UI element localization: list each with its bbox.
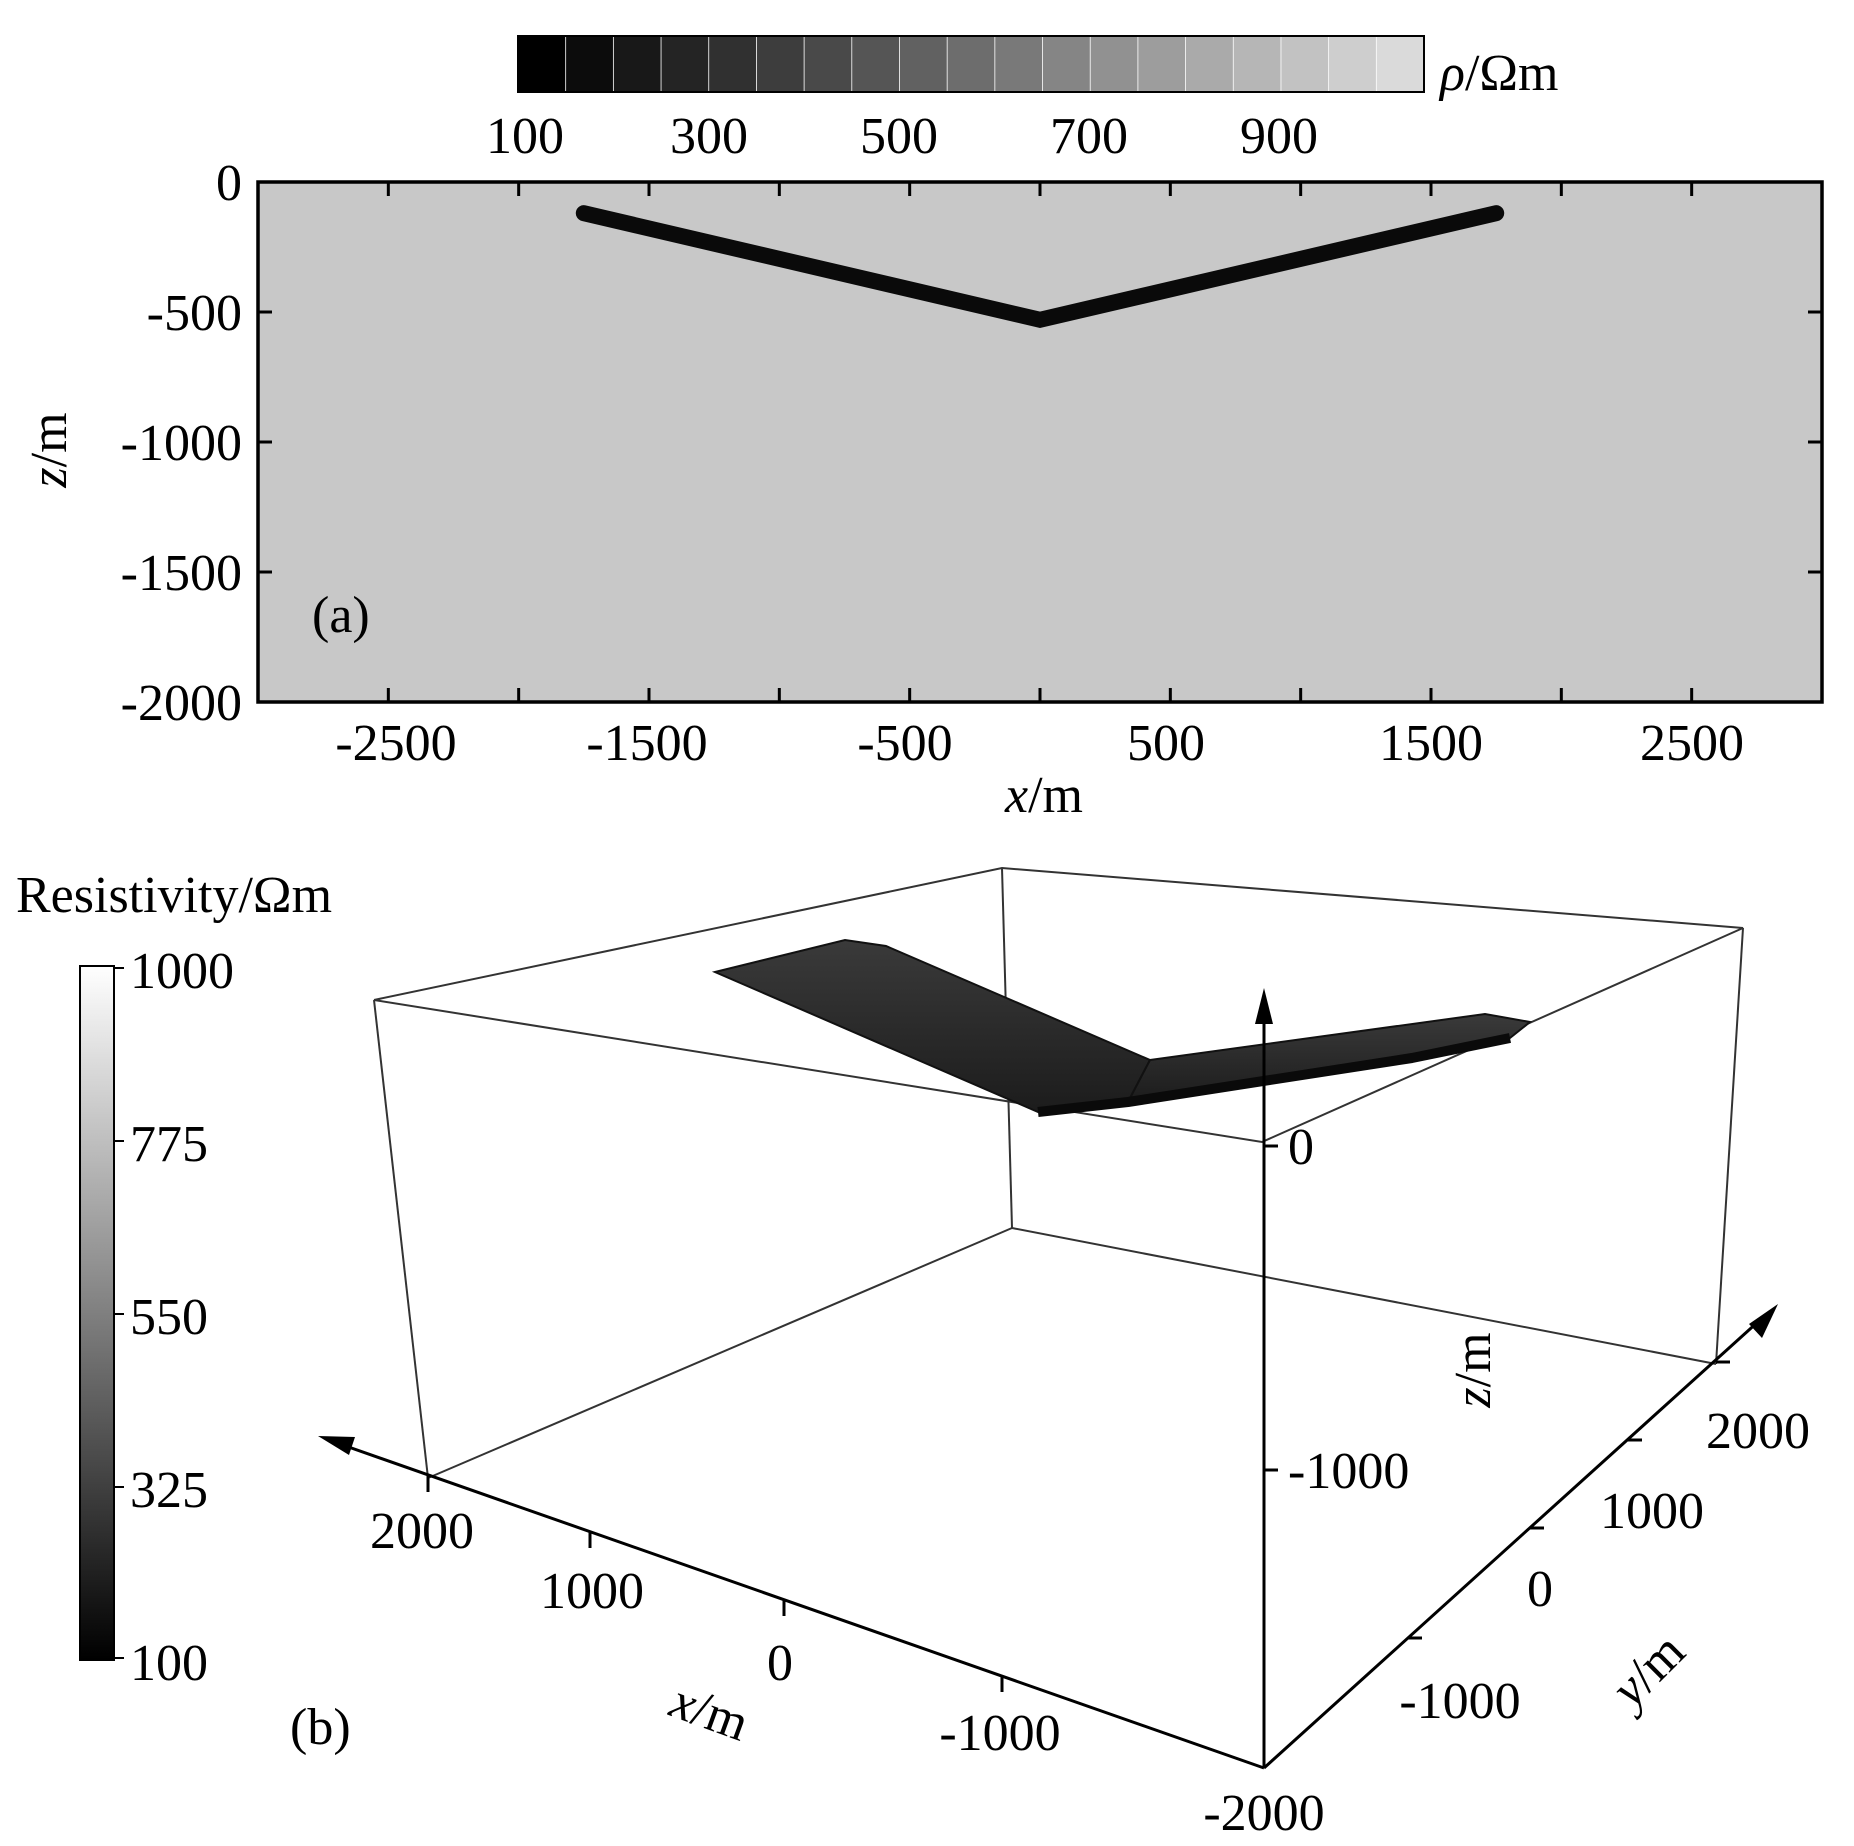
colorbar-a-cells xyxy=(517,35,1425,93)
x-tick-label: -2500 xyxy=(335,715,456,772)
colorbar-b-tick-label: 100 xyxy=(130,1635,208,1692)
z-tick-label: -1000 xyxy=(121,415,242,472)
v-plate-edge xyxy=(1037,1033,1511,1117)
plot-a-frame xyxy=(256,180,1824,704)
box-edge xyxy=(1715,927,1744,1365)
colorbar-a-cell xyxy=(1185,35,1235,93)
x-tick-label-3d: 1000 xyxy=(540,1563,644,1620)
colorbar-b-ramp xyxy=(79,965,115,1661)
colorbar-a-tick-label: 500 xyxy=(860,108,938,165)
colorbar-a-cell xyxy=(756,35,806,93)
z-tick-label-3d: -1000 xyxy=(1288,1443,1409,1500)
colorbar-b-tick-label: 325 xyxy=(130,1462,208,1519)
colorbar-b: Resistivity/Ωm 1000 775 550 325 100 xyxy=(16,867,332,1692)
colorbar-a-cell xyxy=(708,35,758,93)
colorbar-a-cell xyxy=(851,35,901,93)
colorbar-a: ρ/Ωm 100 300 500 700 900 xyxy=(486,35,1559,165)
z-axis-arrowhead xyxy=(1255,988,1273,1024)
x-tick-label-3d: -1000 xyxy=(939,1705,1060,1762)
z-axis-title-a: z/m xyxy=(21,412,78,488)
y-axis-title-b: y/m xyxy=(1597,1623,1696,1722)
plot-a-v-anomaly xyxy=(575,205,1505,329)
z-tick-label: 0 xyxy=(216,155,242,212)
x-axis-arrowhead xyxy=(318,1436,355,1455)
colorbar-a-cell xyxy=(1089,35,1139,93)
colorbar-b-tick-label: 1000 xyxy=(130,943,234,1000)
colorbar-a-cell xyxy=(660,35,710,93)
y-axis-line xyxy=(1262,1318,1762,1770)
colorbar-b-tick-label: 775 xyxy=(130,1116,208,1173)
box-edge xyxy=(1011,1227,1717,1365)
x-tick-label-3d: 0 xyxy=(767,1635,793,1692)
plot-a-background xyxy=(258,182,1822,702)
y-axis-arrowhead xyxy=(1749,1304,1778,1338)
y-tick-label-3d: 0 xyxy=(1527,1561,1553,1618)
panel-b: Resistivity/Ωm 1000 775 550 325 100 xyxy=(16,866,1810,1842)
colorbar-a-cell xyxy=(946,35,996,93)
colorbar-b-title: Resistivity/Ωm xyxy=(16,867,332,924)
colorbar-a-tick-label: 100 xyxy=(486,108,564,165)
colorbar-a-title-symbol: ρ xyxy=(1438,45,1465,102)
x-tick-label: 2500 xyxy=(1640,715,1744,772)
v-plate-left-wing xyxy=(711,938,1152,1114)
colorbar-a-cell xyxy=(1232,35,1282,93)
y-tick-label-3d: 1000 xyxy=(1600,1483,1704,1540)
colorbar-a-cell xyxy=(1137,35,1187,93)
colorbar-a-cell xyxy=(803,35,853,93)
z-axis-title-b: z/m xyxy=(1445,1332,1502,1408)
panel-a: ρ/Ωm 100 300 500 700 900 0 -500 -1000 -1… xyxy=(21,35,1824,824)
x-axis-title-b: x/m xyxy=(662,1672,756,1753)
panel-a-label: (a) xyxy=(312,587,370,644)
x-axis-line xyxy=(339,1442,1265,1770)
x-axis-3d: 2000 1000 0 -1000 x/m xyxy=(318,1436,1265,1770)
colorbar-a-tick-label: 900 xyxy=(1240,108,1318,165)
colorbar-b-tick-label: 550 xyxy=(130,1289,208,1346)
x-tick-label-3d: 2000 xyxy=(370,1503,474,1560)
y-axis-3d: -1000 0 1000 2000 y/m xyxy=(1262,1304,1810,1770)
x-tick-label: -1500 xyxy=(586,715,707,772)
colorbar-a-tick-label: 300 xyxy=(670,108,748,165)
v-plate-3d xyxy=(711,938,1533,1117)
x-tick-label: 500 xyxy=(1127,715,1205,772)
colorbar-a-cell xyxy=(1280,35,1330,93)
colorbar-a-cell xyxy=(612,35,663,93)
panel-b-label: (b) xyxy=(290,1699,351,1756)
colorbar-a-title: ρ/Ωm xyxy=(1438,45,1559,102)
x-axis-title-a: x/m xyxy=(1004,767,1083,824)
z-tick-label: -2000 xyxy=(121,675,242,732)
box-edge xyxy=(427,1227,1013,1479)
z-tick-label-3d: -2000 xyxy=(1203,1785,1324,1842)
y-tick-label-3d: 2000 xyxy=(1706,1403,1810,1460)
colorbar-a-tick-label: 700 xyxy=(1050,108,1128,165)
colorbar-a-title-unit: /Ωm xyxy=(1465,45,1559,102)
colorbar-a-cell xyxy=(899,35,949,93)
colorbar-a-cell xyxy=(994,35,1044,93)
colorbar-a-cell xyxy=(1375,35,1425,93)
z-tick-label: -1500 xyxy=(121,545,242,602)
z-tick-label: -500 xyxy=(147,285,242,342)
volume-box xyxy=(373,866,1744,1479)
x-tick-label: -500 xyxy=(857,715,952,772)
z-axis-3d: 0 -1000 -2000 z/m xyxy=(1203,988,1502,1842)
colorbar-a-cell xyxy=(1042,35,1092,93)
box-edge xyxy=(373,999,429,1479)
z-tick-label-3d: 0 xyxy=(1288,1119,1314,1176)
colorbar-a-cell xyxy=(517,35,567,93)
y-tick-label-3d: -1000 xyxy=(1399,1673,1520,1730)
x-tick-label: 1500 xyxy=(1379,715,1483,772)
colorbar-a-frame xyxy=(517,35,1425,93)
colorbar-a-cell xyxy=(1328,35,1378,93)
colorbar-a-cell xyxy=(565,35,615,93)
